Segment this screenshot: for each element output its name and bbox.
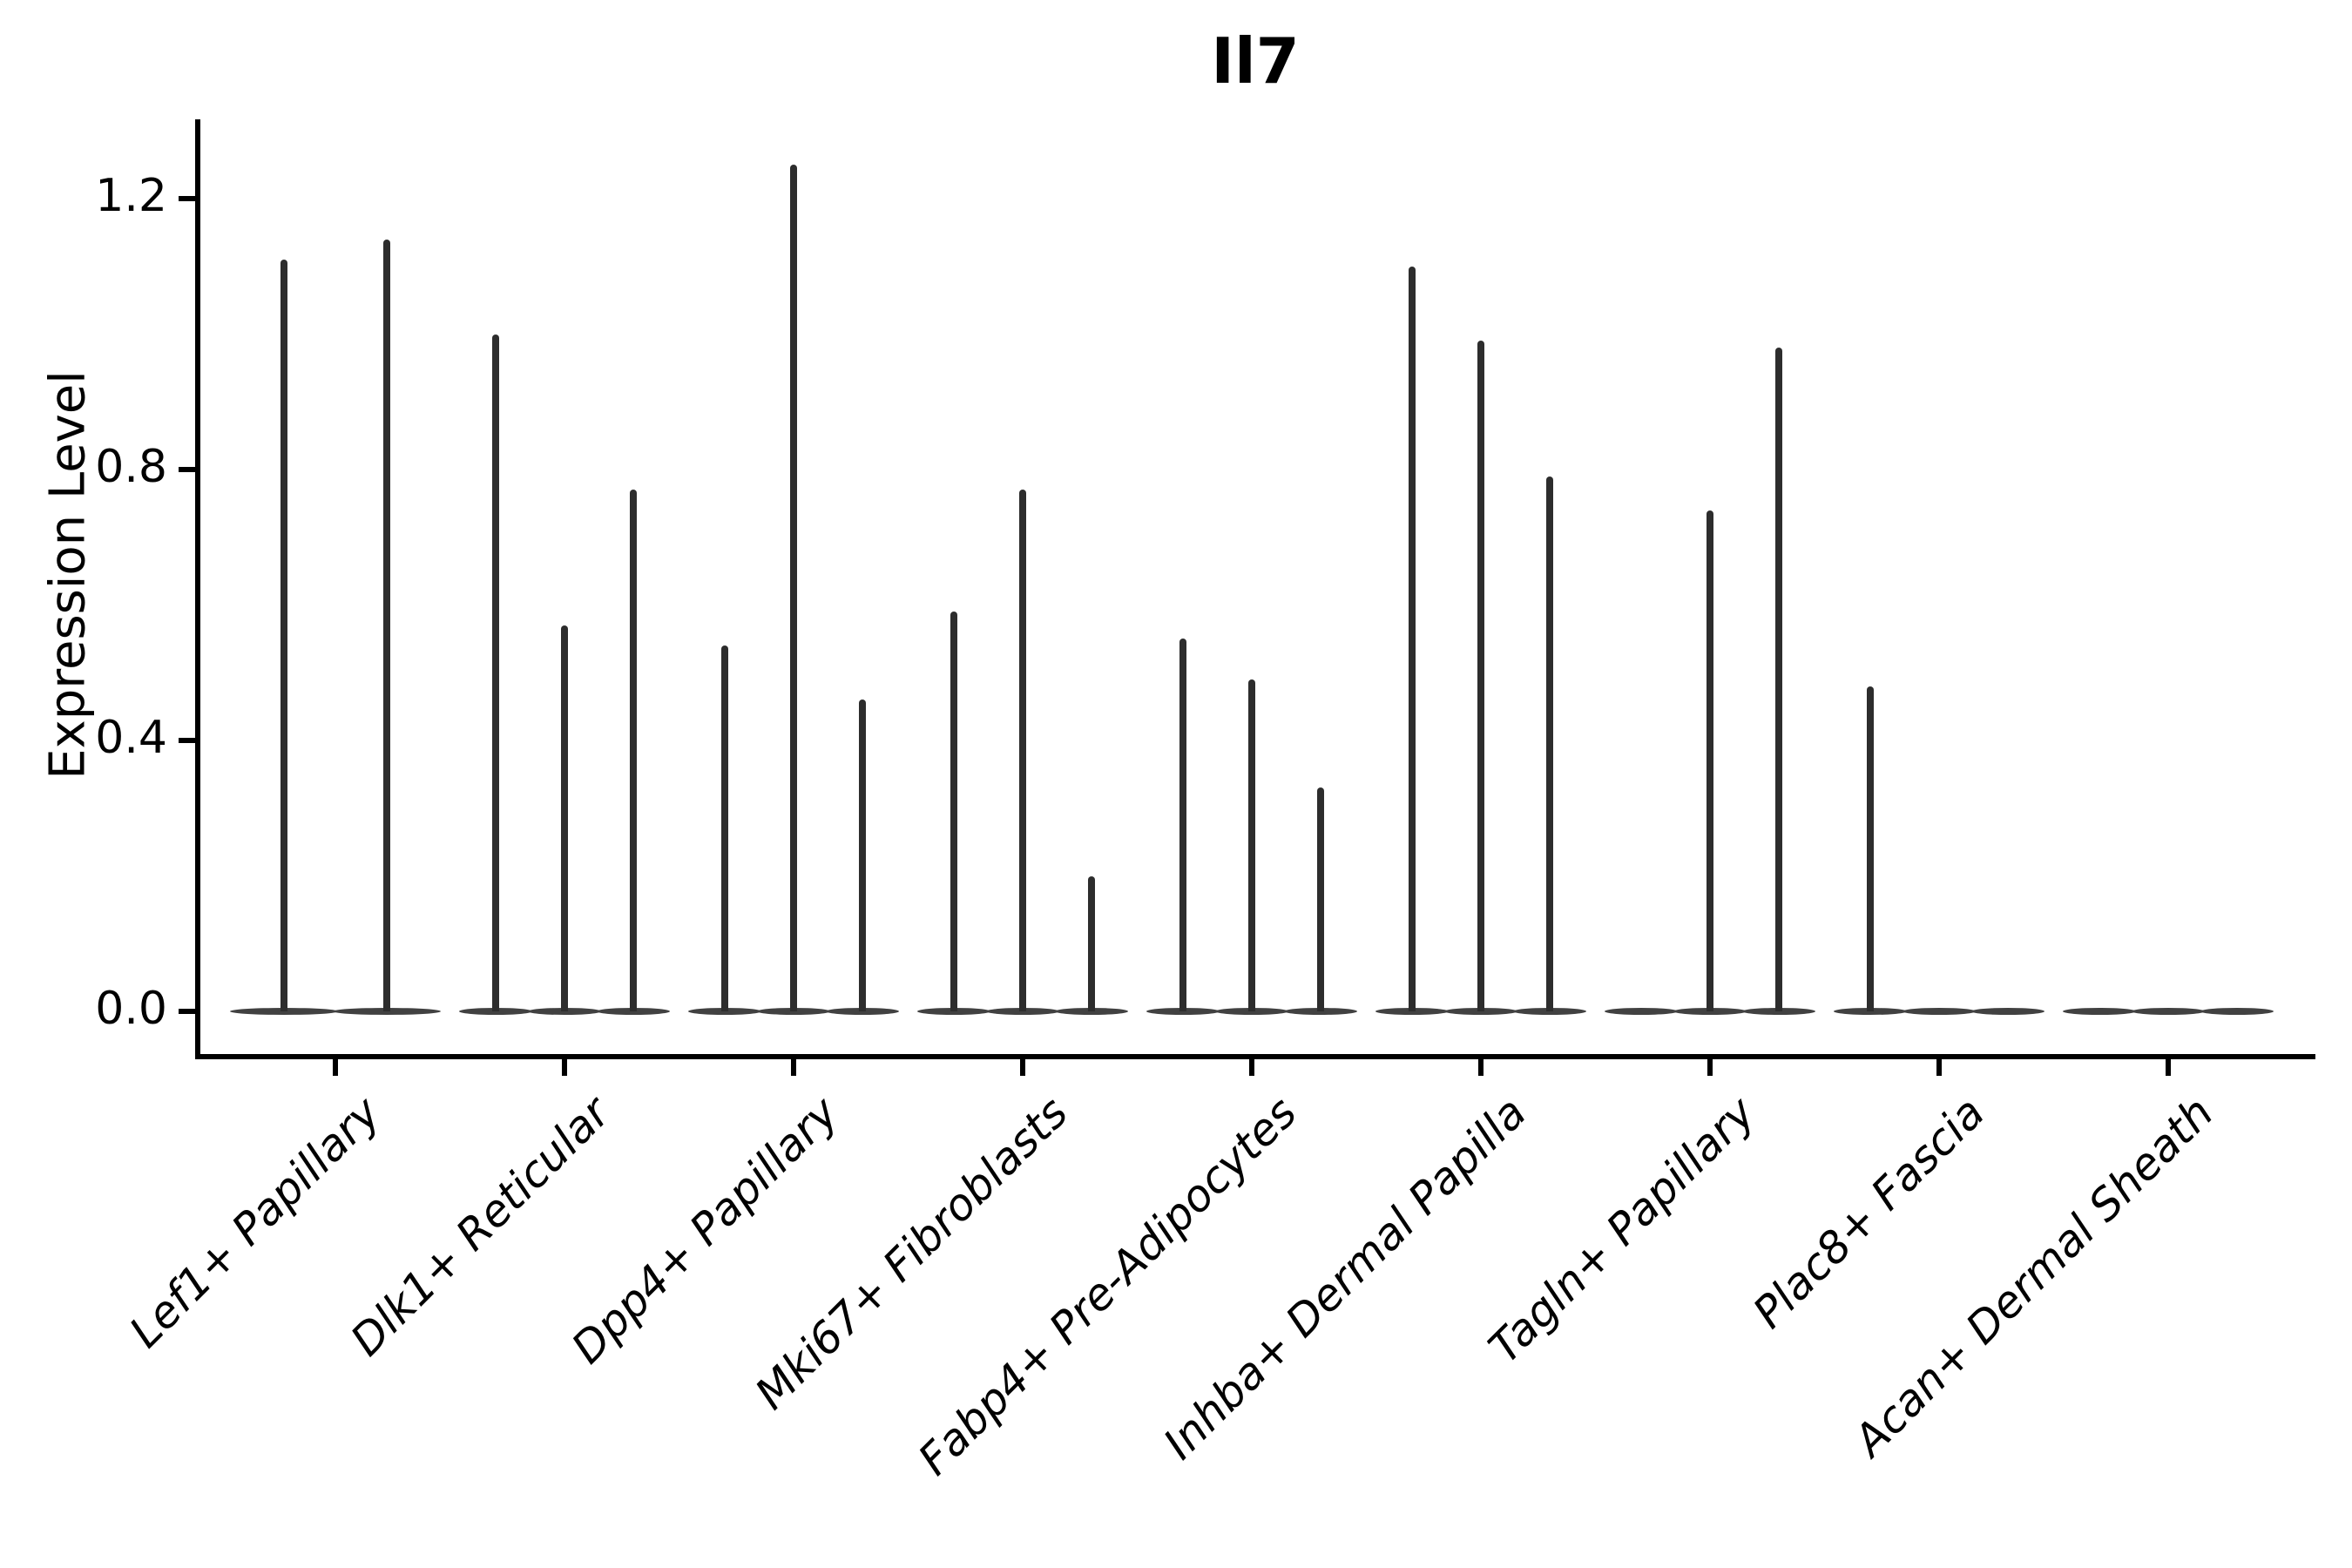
violin-base bbox=[2200, 1008, 2274, 1015]
violin-spike bbox=[1019, 490, 1026, 1011]
x-tick-label: Inhba+ Dermal Papilla bbox=[1153, 1087, 1537, 1470]
violin-spike bbox=[1477, 341, 1484, 1011]
violin-spike bbox=[950, 612, 957, 1011]
y-tick-mark bbox=[179, 738, 198, 743]
x-tick-mark bbox=[2166, 1057, 2171, 1076]
x-tick-mark bbox=[562, 1057, 567, 1076]
y-tick-mark bbox=[179, 1009, 198, 1014]
x-tick-label: Fabp4+ Pre-Adipocytes bbox=[909, 1087, 1308, 1485]
y-tick-label: 0.8 bbox=[95, 441, 167, 493]
violin-base bbox=[1375, 1008, 1449, 1015]
violin-base bbox=[1903, 1008, 1976, 1015]
violin-spike bbox=[790, 165, 797, 1011]
violin-base bbox=[1055, 1008, 1128, 1015]
y-tick-label: 0.4 bbox=[95, 712, 167, 764]
violin-base bbox=[1146, 1008, 1220, 1015]
x-tick-mark bbox=[1707, 1057, 1713, 1076]
violin-spike bbox=[721, 645, 728, 1011]
y-axis-spine bbox=[195, 119, 200, 1059]
violin-spike bbox=[280, 259, 287, 1011]
violin-base bbox=[1971, 1008, 2044, 1015]
x-axis-spine bbox=[195, 1054, 2315, 1059]
violin-spike bbox=[630, 490, 637, 1011]
violin-base bbox=[757, 1008, 830, 1015]
violin-base bbox=[459, 1008, 532, 1015]
violin-base bbox=[986, 1008, 1059, 1015]
violin-base bbox=[1215, 1008, 1288, 1015]
violin-spike bbox=[1775, 348, 1782, 1011]
y-tick-label: 1.2 bbox=[95, 170, 167, 222]
violin-spike bbox=[1546, 476, 1553, 1011]
violin-base bbox=[1444, 1008, 1517, 1015]
violin-spike bbox=[1707, 510, 1713, 1011]
x-tick-mark bbox=[791, 1057, 796, 1076]
y-tick-label: 0.0 bbox=[95, 983, 167, 1035]
x-tick-mark bbox=[1936, 1057, 1942, 1076]
x-tick-label: Plac8+ Fascia bbox=[1743, 1087, 1995, 1338]
violin-base bbox=[1742, 1008, 1815, 1015]
violin-base bbox=[528, 1008, 601, 1015]
violin-base bbox=[1284, 1008, 1357, 1015]
violin-base bbox=[917, 1008, 990, 1015]
violin-base bbox=[2063, 1008, 2136, 1015]
violin-base bbox=[1834, 1008, 1907, 1015]
violin-base bbox=[230, 1008, 338, 1015]
x-tick-mark bbox=[333, 1057, 338, 1076]
violin-base bbox=[688, 1008, 761, 1015]
violin-spike bbox=[492, 334, 499, 1011]
violin-base bbox=[1673, 1008, 1747, 1015]
y-tick-mark bbox=[179, 467, 198, 472]
violin-spike bbox=[859, 700, 866, 1011]
violin-base bbox=[2132, 1008, 2205, 1015]
violin-base bbox=[826, 1008, 899, 1015]
violin-spike bbox=[383, 239, 390, 1011]
violin-spike bbox=[561, 625, 568, 1011]
violin-spike bbox=[1179, 639, 1186, 1011]
x-tick-mark bbox=[1249, 1057, 1254, 1076]
x-tick-label: Lef1+ Papillary bbox=[119, 1087, 391, 1358]
y-tick-mark bbox=[179, 196, 198, 201]
violin-spike bbox=[1248, 679, 1255, 1011]
violin-spike bbox=[1088, 875, 1095, 1011]
violin-spike bbox=[1409, 266, 1416, 1011]
violin-base bbox=[1605, 1008, 1678, 1015]
violin-base bbox=[597, 1008, 670, 1015]
x-tick-mark bbox=[1478, 1057, 1484, 1076]
violin-spike bbox=[1867, 686, 1874, 1011]
x-tick-mark bbox=[1020, 1057, 1025, 1076]
violin-base bbox=[333, 1008, 441, 1015]
violin-base bbox=[1513, 1008, 1586, 1015]
violin-spike bbox=[1317, 787, 1324, 1011]
chart-title: Il7 bbox=[1211, 24, 1300, 98]
